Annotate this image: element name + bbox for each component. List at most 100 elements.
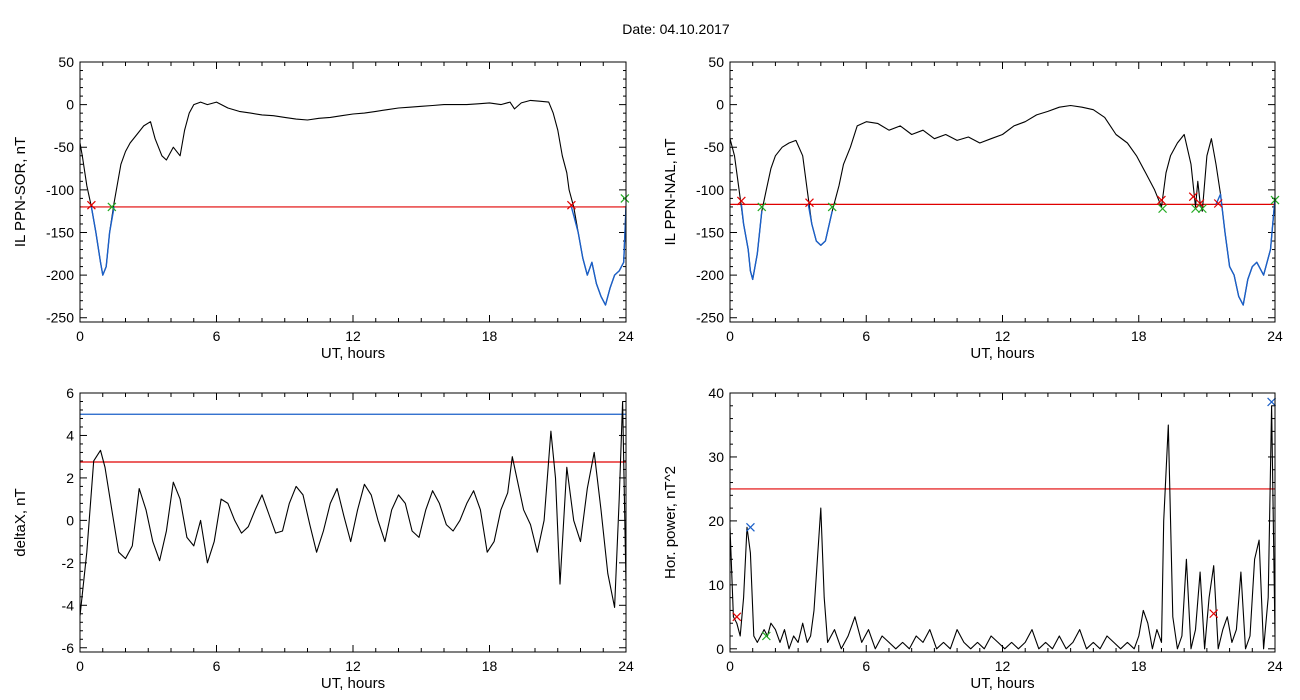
x-marker	[1158, 204, 1168, 214]
x-marker	[761, 631, 771, 641]
series-line	[80, 400, 626, 616]
x-tick-label: 0	[726, 658, 734, 674]
x-marker	[1209, 609, 1219, 619]
plot-frame	[729, 61, 1276, 323]
y-tick-label: -100	[696, 182, 724, 198]
x-axis-label: UT, hours	[321, 345, 385, 362]
x-tick-label: 24	[1267, 658, 1283, 674]
y-tick-label: 0	[716, 641, 724, 657]
x-marker-stroke	[1213, 199, 1223, 208]
x-axis-label: UT, hours	[970, 345, 1034, 362]
y-tick-label: -4	[62, 597, 75, 613]
x-marker	[736, 196, 746, 206]
y-axis-label: Hor. power, nT^2	[662, 466, 679, 579]
x-tick-label: 12	[345, 658, 361, 674]
x-marker	[1197, 204, 1207, 214]
x-marker-stroke	[1158, 204, 1168, 214]
x-tick-label: 6	[862, 658, 870, 674]
x-marker	[566, 200, 576, 210]
panel-nal: 0 6 12 18 24 50 0 -50 -100 -150 -200 -250 UT, hours I…	[662, 54, 1283, 362]
y-axis-label: IL PPN-NAL, nT	[662, 139, 679, 246]
y-tick-label: 30	[708, 449, 724, 465]
x-marker-stroke	[1157, 195, 1166, 205]
y-tick-label: 0	[716, 97, 724, 113]
x-marker-stroke	[1188, 192, 1198, 202]
chart-title: Date: 04.10.2017	[622, 21, 730, 37]
x-marker	[805, 198, 814, 208]
x-marker	[1267, 397, 1277, 407]
y-tick-label: -50	[54, 139, 74, 155]
x-marker-stroke	[761, 631, 771, 641]
plot-frame	[79, 61, 627, 323]
x-tick-label: 24	[618, 658, 634, 674]
x-tick-label: 0	[76, 658, 84, 674]
x-tick-label: 18	[1131, 658, 1147, 674]
x-tick-label: 6	[213, 328, 221, 344]
x-marker-stroke	[746, 522, 755, 532]
x-tick-label: 24	[618, 328, 634, 344]
panel-deltax: 0 6 12 18 24 6 4 2 0 -2 -4 -6 UT, hours deltaX, nT	[12, 385, 634, 692]
x-marker-stroke	[757, 202, 767, 212]
y-tick-label: 0	[66, 512, 74, 528]
y-tick-label: -250	[46, 310, 74, 326]
y-tick-label: -50	[704, 139, 724, 155]
y-tick-label: 2	[66, 470, 74, 486]
y-axis-label: deltaX, nT	[12, 488, 29, 556]
y-tick-label: -250	[696, 310, 724, 326]
x-marker-stroke	[86, 200, 96, 210]
y-tick-label: 6	[66, 385, 74, 401]
x-marker-stroke	[1195, 199, 1205, 208]
series-line	[730, 104, 1275, 306]
y-tick-label: 0	[66, 97, 74, 113]
x-tick-label: 24	[1267, 328, 1283, 344]
x-marker-stroke	[827, 202, 837, 212]
panel-sor: 0 6 12 18 24 50 0 -50 -100 -150 -200 -250 UT, hours I…	[12, 54, 634, 362]
x-marker	[1188, 192, 1198, 202]
y-tick-label: -200	[696, 267, 724, 283]
x-tick-label: 6	[862, 328, 870, 344]
x-tick-label: 12	[995, 658, 1011, 674]
x-marker-stroke	[732, 612, 742, 622]
x-marker-stroke	[1197, 204, 1207, 214]
series-line	[1215, 193, 1275, 306]
y-tick-label: 10	[708, 577, 724, 593]
x-tick-label: 12	[345, 328, 361, 344]
x-tick-label: 6	[213, 658, 221, 674]
x-tick-label: 18	[482, 658, 498, 674]
x-marker	[757, 202, 767, 212]
x-marker	[1157, 195, 1166, 205]
y-tick-label: -200	[46, 267, 74, 283]
x-marker	[86, 200, 96, 210]
y-tick-label: -100	[46, 182, 74, 198]
y-tick-label: 40	[708, 385, 724, 401]
y-axis-label: IL PPN-SOR, nT	[12, 137, 29, 247]
x-marker	[1213, 199, 1223, 208]
x-marker	[620, 193, 630, 203]
series-line	[740, 204, 763, 281]
y-tick-label: -6	[62, 640, 75, 656]
plot-frame	[79, 392, 627, 653]
panel-power: 0 6 12 18 24 40 30 20 10 0 UT, hours Hor. power, nT…	[662, 385, 1283, 692]
x-tick-label: 18	[1131, 328, 1147, 344]
series-line	[90, 206, 115, 276]
x-tick-label: 0	[76, 328, 84, 344]
x-tick-label: 0	[726, 328, 734, 344]
x-tick-label: 12	[995, 328, 1011, 344]
plot-frame	[729, 392, 1276, 653]
y-tick-label: -150	[46, 224, 74, 240]
series-line	[730, 405, 1275, 650]
x-axis-label: UT, hours	[970, 675, 1034, 692]
x-marker-stroke	[805, 198, 814, 208]
x-marker-stroke	[736, 196, 746, 206]
x-marker	[732, 612, 742, 622]
y-tick-label: -150	[696, 224, 724, 240]
x-marker	[746, 522, 755, 532]
x-marker-stroke	[1209, 609, 1219, 619]
x-marker	[107, 202, 117, 212]
series-line	[80, 99, 626, 306]
x-axis-label: UT, hours	[321, 675, 385, 692]
x-marker-stroke	[566, 200, 576, 210]
series-line	[807, 204, 833, 247]
